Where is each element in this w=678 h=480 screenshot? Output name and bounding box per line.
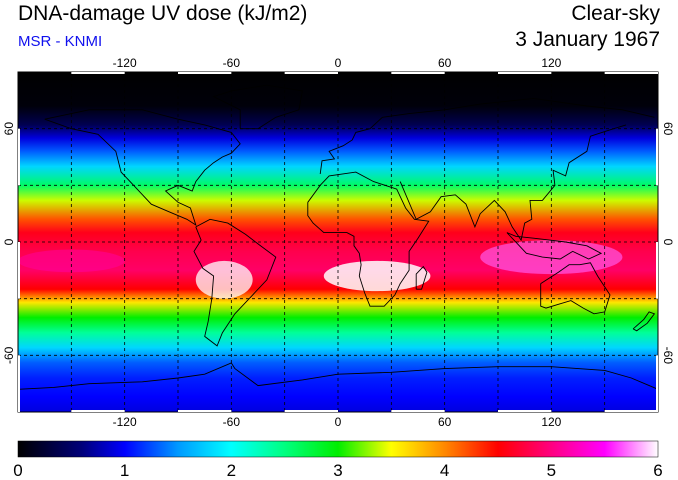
frame-tick-left — [18, 128, 20, 186]
longitude-labels-bottom: -120 -60 0 60 120 — [113, 415, 562, 429]
uv-hotspot — [195, 260, 253, 299]
latitude-labels-left: 60 0 -60 — [2, 122, 16, 364]
coast-madagascar — [415, 265, 428, 290]
source-label: MSR - KNMI — [18, 33, 103, 50]
coast-south-america — [193, 218, 277, 347]
frame-tick-top — [391, 72, 445, 74]
coast-europe-asia — [319, 97, 655, 175]
longitude-label: -60 — [223, 56, 241, 70]
frame-tick-bottom — [391, 410, 445, 412]
frame-tick-right — [656, 128, 658, 186]
frame-tick-bottom — [284, 410, 338, 412]
colorbar-tick-label: 1 — [120, 461, 129, 480]
map-title: DNA-damage UV dose (kJ/m2) — [18, 2, 308, 25]
frame-tick-left — [18, 242, 20, 299]
frame-tick-left — [18, 355, 20, 412]
frame-tick-top — [498, 72, 552, 74]
frame-tick-bottom — [178, 410, 232, 412]
coastlines — [18, 84, 658, 390]
latitude-label: 0 — [661, 239, 675, 246]
frame-tick-right — [656, 355, 658, 412]
longitude-label: 120 — [541, 415, 561, 429]
coast-greenland — [212, 84, 303, 130]
frame-tick-top — [71, 72, 125, 74]
frame-tick-top — [604, 72, 658, 74]
coast-africa — [307, 171, 430, 307]
date-label: 3 January 1967 — [515, 28, 660, 51]
longitude-label: 60 — [438, 56, 452, 70]
longitude-label: -60 — [223, 415, 241, 429]
colorbar-tick-label: 2 — [227, 461, 236, 480]
longitude-label: 120 — [541, 56, 561, 70]
latitude-label: -60 — [2, 346, 16, 364]
colorbar-tick-label: 5 — [547, 461, 556, 480]
graticule — [18, 72, 658, 412]
map-plot-area — [18, 72, 658, 412]
coast-indonesia — [506, 232, 603, 260]
latitude-label: 0 — [2, 238, 16, 245]
frame-tick-bars — [18, 72, 658, 412]
colorbar-tick-label: 6 — [653, 461, 662, 480]
coast-north-america — [44, 109, 241, 227]
longitude-label: 0 — [335, 415, 342, 429]
colorbar-labels: 0 1 2 3 4 5 6 — [13, 461, 662, 480]
frame-tick-bottom — [604, 410, 658, 412]
colorbar-tick-label: 4 — [440, 461, 449, 480]
coast-new-zealand — [632, 311, 656, 332]
colorbar-tick-label: 0 — [13, 461, 22, 480]
latitude-label: 60 — [661, 122, 675, 136]
colorbar — [17, 440, 659, 458]
longitude-label: 0 — [335, 56, 342, 70]
longitude-labels-top: -120 -60 0 60 120 — [113, 56, 562, 70]
latitude-label: 60 — [2, 122, 16, 136]
frame-tick-top — [178, 72, 232, 74]
longitude-label: -120 — [113, 56, 137, 70]
longitude-label: -120 — [113, 415, 137, 429]
sky-condition-label: Clear-sky — [571, 2, 660, 25]
frame-tick-right — [656, 242, 658, 299]
coast-antarctica — [18, 362, 658, 390]
longitude-label: 60 — [438, 415, 452, 429]
latitude-label: -60 — [661, 347, 675, 365]
uv-hotspot — [480, 240, 623, 275]
frame-tick-bottom — [498, 410, 552, 412]
frame-tick-bottom — [71, 410, 125, 412]
latitude-labels-right: 60 0 -60 — [661, 122, 675, 364]
frame-tick-top — [284, 72, 338, 74]
colorbar-tick-label: 3 — [333, 461, 342, 480]
coast-australia — [540, 262, 611, 315]
coast-south-asia — [399, 124, 627, 242]
uv-hotspot — [323, 260, 431, 292]
